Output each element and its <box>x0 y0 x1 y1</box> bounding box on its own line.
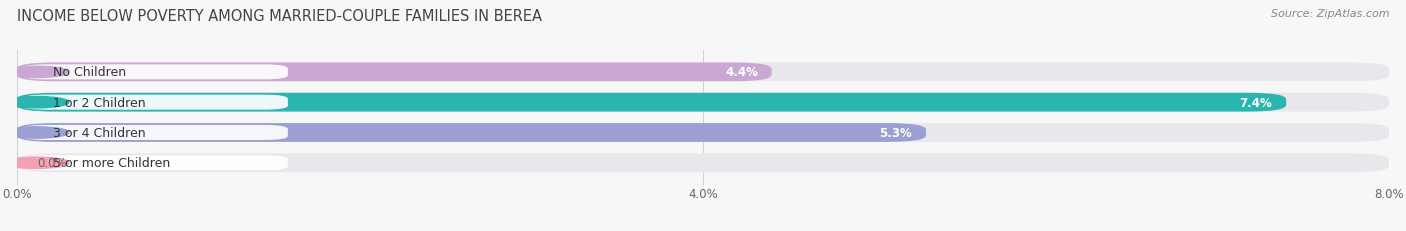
Text: 3 or 4 Children: 3 or 4 Children <box>53 126 145 139</box>
FancyBboxPatch shape <box>22 95 288 110</box>
Text: 1 or 2 Children: 1 or 2 Children <box>53 96 145 109</box>
FancyBboxPatch shape <box>17 154 1389 172</box>
Text: 7.4%: 7.4% <box>1240 96 1272 109</box>
FancyBboxPatch shape <box>17 124 1389 142</box>
FancyBboxPatch shape <box>17 93 1286 112</box>
Circle shape <box>4 97 69 108</box>
Text: 5.3%: 5.3% <box>880 126 912 139</box>
FancyBboxPatch shape <box>17 63 772 82</box>
Text: Source: ZipAtlas.com: Source: ZipAtlas.com <box>1271 9 1389 19</box>
FancyBboxPatch shape <box>22 125 288 140</box>
Circle shape <box>4 127 69 139</box>
Circle shape <box>4 67 69 78</box>
FancyBboxPatch shape <box>17 93 1389 112</box>
FancyBboxPatch shape <box>22 65 288 80</box>
Circle shape <box>4 157 69 169</box>
FancyBboxPatch shape <box>22 156 288 170</box>
Text: INCOME BELOW POVERTY AMONG MARRIED-COUPLE FAMILIES IN BEREA: INCOME BELOW POVERTY AMONG MARRIED-COUPL… <box>17 9 541 24</box>
FancyBboxPatch shape <box>17 63 1389 82</box>
Text: 4.4%: 4.4% <box>725 66 758 79</box>
Text: No Children: No Children <box>53 66 127 79</box>
Text: 0.0%: 0.0% <box>38 157 67 170</box>
FancyBboxPatch shape <box>17 124 927 142</box>
Text: 5 or more Children: 5 or more Children <box>53 157 170 170</box>
